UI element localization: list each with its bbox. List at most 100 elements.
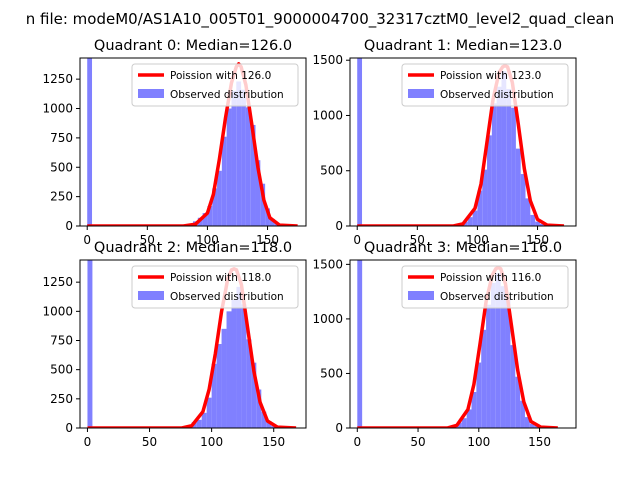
axes-frame [349, 57, 577, 227]
histogram-bar [515, 148, 521, 226]
y-tick-label: 1000 [42, 102, 73, 116]
histogram-bar [529, 423, 535, 428]
histogram-bar [506, 88, 512, 226]
y-tick-label: 750 [50, 131, 73, 145]
histogram-bar [463, 221, 468, 226]
legend-hist-swatch [408, 291, 434, 300]
histogram-bar [216, 344, 222, 428]
y-tick-label: 0 [335, 421, 343, 435]
histogram-bar [505, 299, 511, 428]
histogram-bar [217, 170, 222, 226]
histogram-bar [221, 136, 227, 226]
legend-label-observed: Observed distribution [440, 291, 554, 303]
figure-title: n file: modeM0/AS1A10_005T01_9000004700_… [26, 10, 615, 29]
histogram-bar [471, 392, 477, 428]
axes-frame [79, 57, 307, 227]
histogram-bar [260, 183, 266, 226]
histogram-bar [206, 397, 212, 428]
histogram-bar [256, 389, 262, 428]
histogram-bar [466, 409, 472, 428]
y-tick-label: 250 [50, 392, 73, 406]
histogram-bar [476, 362, 482, 428]
histogram-bar [246, 339, 252, 428]
histogram-bar [456, 422, 462, 428]
legend: Poission with 126.0 Observed distribution [131, 63, 299, 107]
quadrant-2-panel: 0 50 100 150 0 250 500 750 1000 1250 Quadrant 2: M… [42, 240, 307, 449]
legend-label-poisson: Poission with 118.0 [170, 272, 271, 284]
y-tick-label: 750 [50, 334, 73, 348]
legend: Poission with 123.0 Observed distribution [401, 63, 569, 107]
y-tick-label: 0 [65, 421, 73, 435]
x-tick-label: 100 [196, 233, 219, 247]
x-tick-label: 0 [83, 233, 91, 247]
histogram-bar [490, 282, 496, 428]
quadrant-title: Quadrant 0: Median=126.0 [94, 38, 292, 54]
histogram-bar [212, 188, 218, 226]
histogram-bar [231, 90, 237, 226]
y-tick-label: 0 [65, 219, 73, 233]
quadrant-title: Quadrant 1: Median=123.0 [364, 38, 562, 54]
legend: Poission with 116.0 Observed distribution [401, 265, 569, 309]
y-tick-label: 0 [335, 219, 343, 233]
y-tick-label: 1000 [42, 304, 73, 318]
x-tick-label: 150 [262, 435, 285, 449]
histogram-bar [524, 417, 530, 428]
x-tick-label: 150 [256, 233, 279, 247]
histogram-bar [231, 299, 237, 428]
legend-label-poisson: Poission with 123.0 [440, 70, 541, 82]
histogram-bar [211, 363, 217, 428]
legend-box [401, 265, 569, 309]
histogram-bar [251, 362, 257, 428]
histogram-bar [487, 135, 492, 226]
histogram-bar [261, 411, 267, 428]
quadrant-title: Quadrant 2: Median=118.0 [94, 240, 292, 256]
y-tick-label: 1500 [312, 257, 343, 271]
x-tick-label: 100 [200, 435, 223, 449]
histogram-bar-zero [87, 58, 93, 226]
histogram-bar [511, 107, 516, 226]
y-tick-label: 500 [320, 366, 343, 380]
x-tick-label: 150 [526, 233, 549, 247]
legend-box [401, 63, 569, 107]
histogram-bar [482, 169, 488, 226]
histogram-bar [530, 214, 536, 226]
histogram-bar [269, 218, 275, 226]
quadrant-0-panel: 0 50 100 150 0 250 500 750 1000 1250 Quadrant 0: M… [42, 38, 307, 247]
x-tick-label: 50 [142, 435, 157, 449]
histogram-bar [510, 345, 516, 428]
histogram-bar [496, 86, 502, 226]
histogram-bar [501, 71, 507, 226]
histogram-bar [515, 376, 521, 428]
histogram-bar [535, 221, 540, 226]
histogram-bar [255, 160, 261, 226]
x-tick-label: 150 [528, 435, 551, 449]
histogram-bar-zero [357, 260, 363, 428]
histogram-bar-zero [357, 58, 363, 226]
legend-hist-swatch [138, 89, 164, 98]
legend-box [131, 63, 299, 107]
legend-label-observed: Observed distribution [170, 291, 284, 303]
histogram-bar [221, 328, 227, 428]
y-tick-label: 250 [50, 190, 73, 204]
y-tick-label: 500 [320, 164, 343, 178]
y-tick-label: 1250 [42, 72, 73, 86]
y-tick-label: 1000 [312, 108, 343, 122]
histogram-bar [241, 304, 247, 428]
y-tick-label: 500 [50, 160, 73, 174]
histogram-bar [226, 311, 232, 428]
histogram-bar [472, 210, 478, 226]
histogram-bar [241, 89, 246, 226]
x-tick-label: 50 [410, 233, 425, 247]
histogram-bar [477, 190, 483, 226]
histogram-bar [467, 217, 473, 226]
histogram-bar [481, 329, 487, 428]
legend-hist-swatch [408, 89, 434, 98]
histogram-bar [236, 286, 242, 428]
legend-label-poisson: Poission with 116.0 [440, 272, 541, 284]
legend-box [131, 265, 299, 309]
histogram-bar [202, 213, 208, 226]
x-tick-label: 100 [466, 233, 489, 247]
histogram-bar [525, 198, 531, 226]
